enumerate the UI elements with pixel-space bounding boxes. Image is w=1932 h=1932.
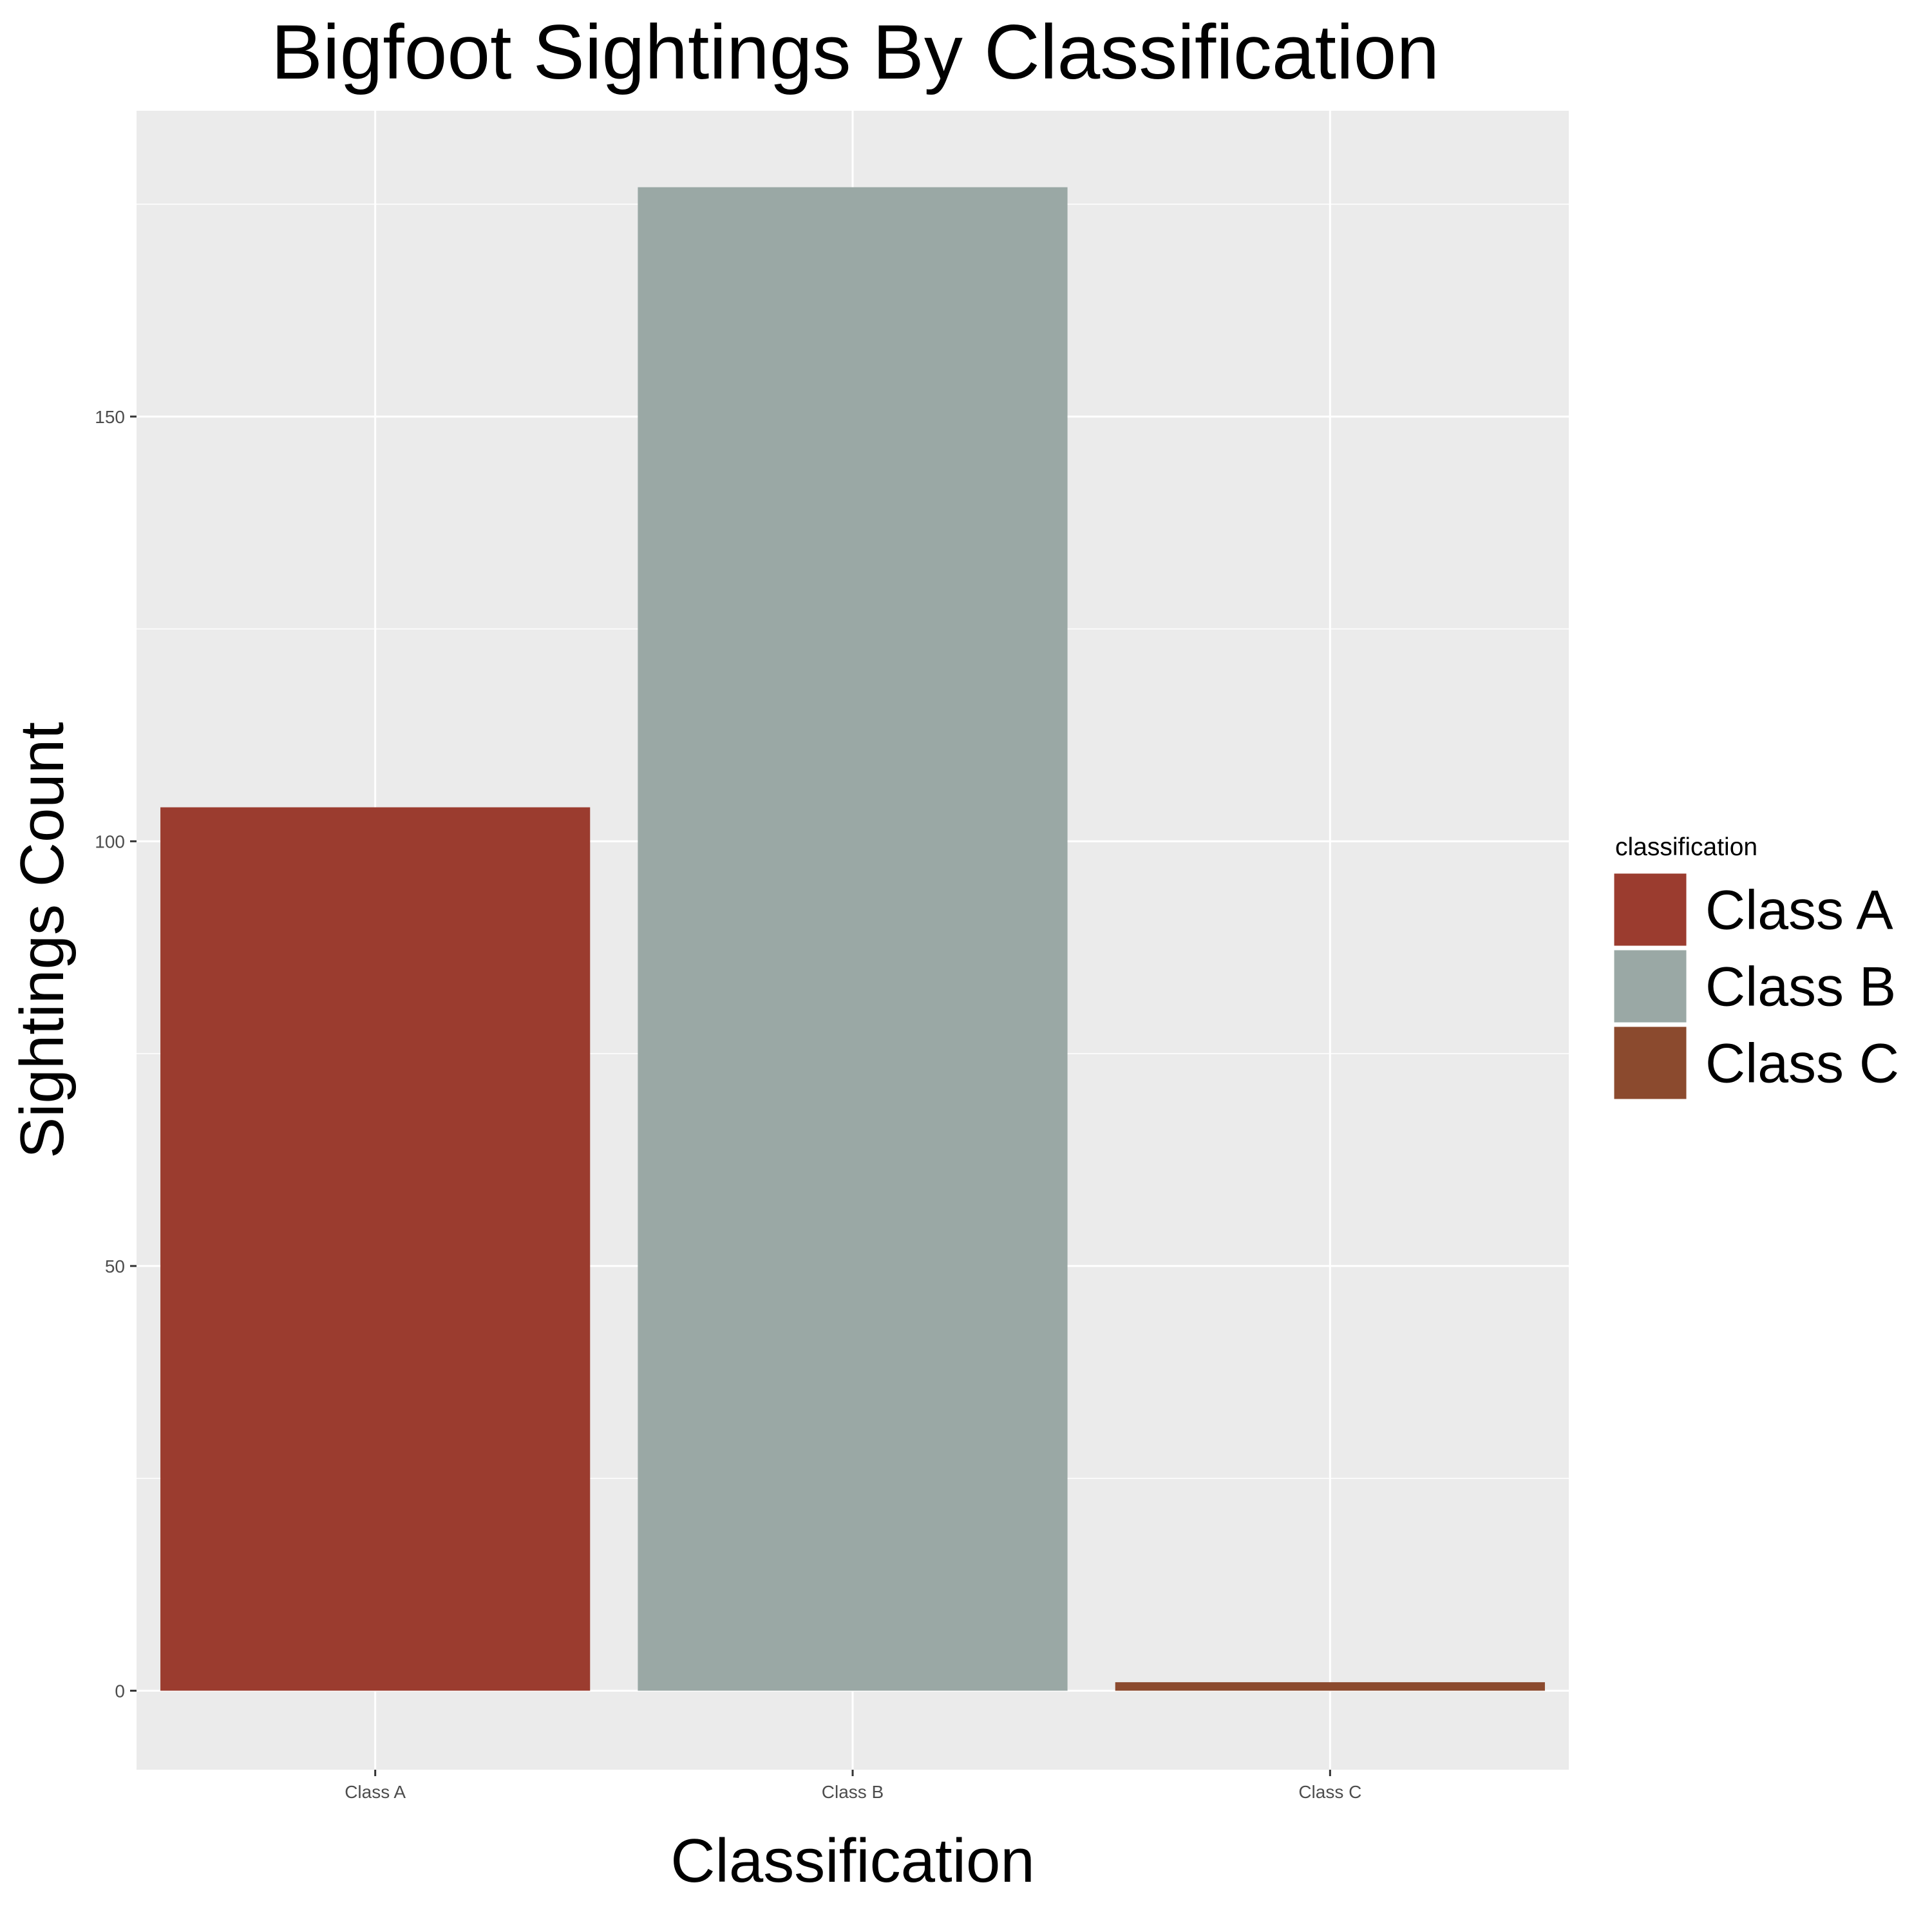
legend-key [1612, 948, 1689, 1025]
chart-title: Bigfoot Sightings By Classification [271, 9, 1439, 95]
bar-class-b [638, 187, 1068, 1691]
legend-key [1612, 1025, 1689, 1101]
legend-label: Class B [1705, 956, 1896, 1018]
legend: classification Class A Class B Class C [1612, 833, 1899, 1101]
legend-key [1612, 871, 1689, 948]
y-axis: 0 50 100 150 [95, 407, 137, 1701]
legend-label: Class A [1705, 880, 1893, 942]
bars [160, 187, 1545, 1691]
y-tick-label: 150 [95, 407, 125, 427]
bar-class-c [1115, 1682, 1545, 1691]
x-axis-title: Classification [670, 1826, 1035, 1895]
x-tick-label: Class B [822, 1782, 884, 1802]
bar-class-a [160, 807, 591, 1691]
y-tick-label: 50 [105, 1256, 125, 1276]
y-axis-title: Sightings Count [8, 722, 77, 1159]
x-tick-label: Class C [1298, 1782, 1361, 1802]
x-tick-label: Class A [345, 1782, 406, 1802]
x-axis: Class A Class B Class C [345, 1770, 1361, 1802]
legend-label: Class C [1705, 1033, 1899, 1095]
y-tick-label: 100 [95, 831, 125, 851]
legend-title: classification [1615, 833, 1757, 861]
y-tick-label: 0 [115, 1681, 125, 1701]
